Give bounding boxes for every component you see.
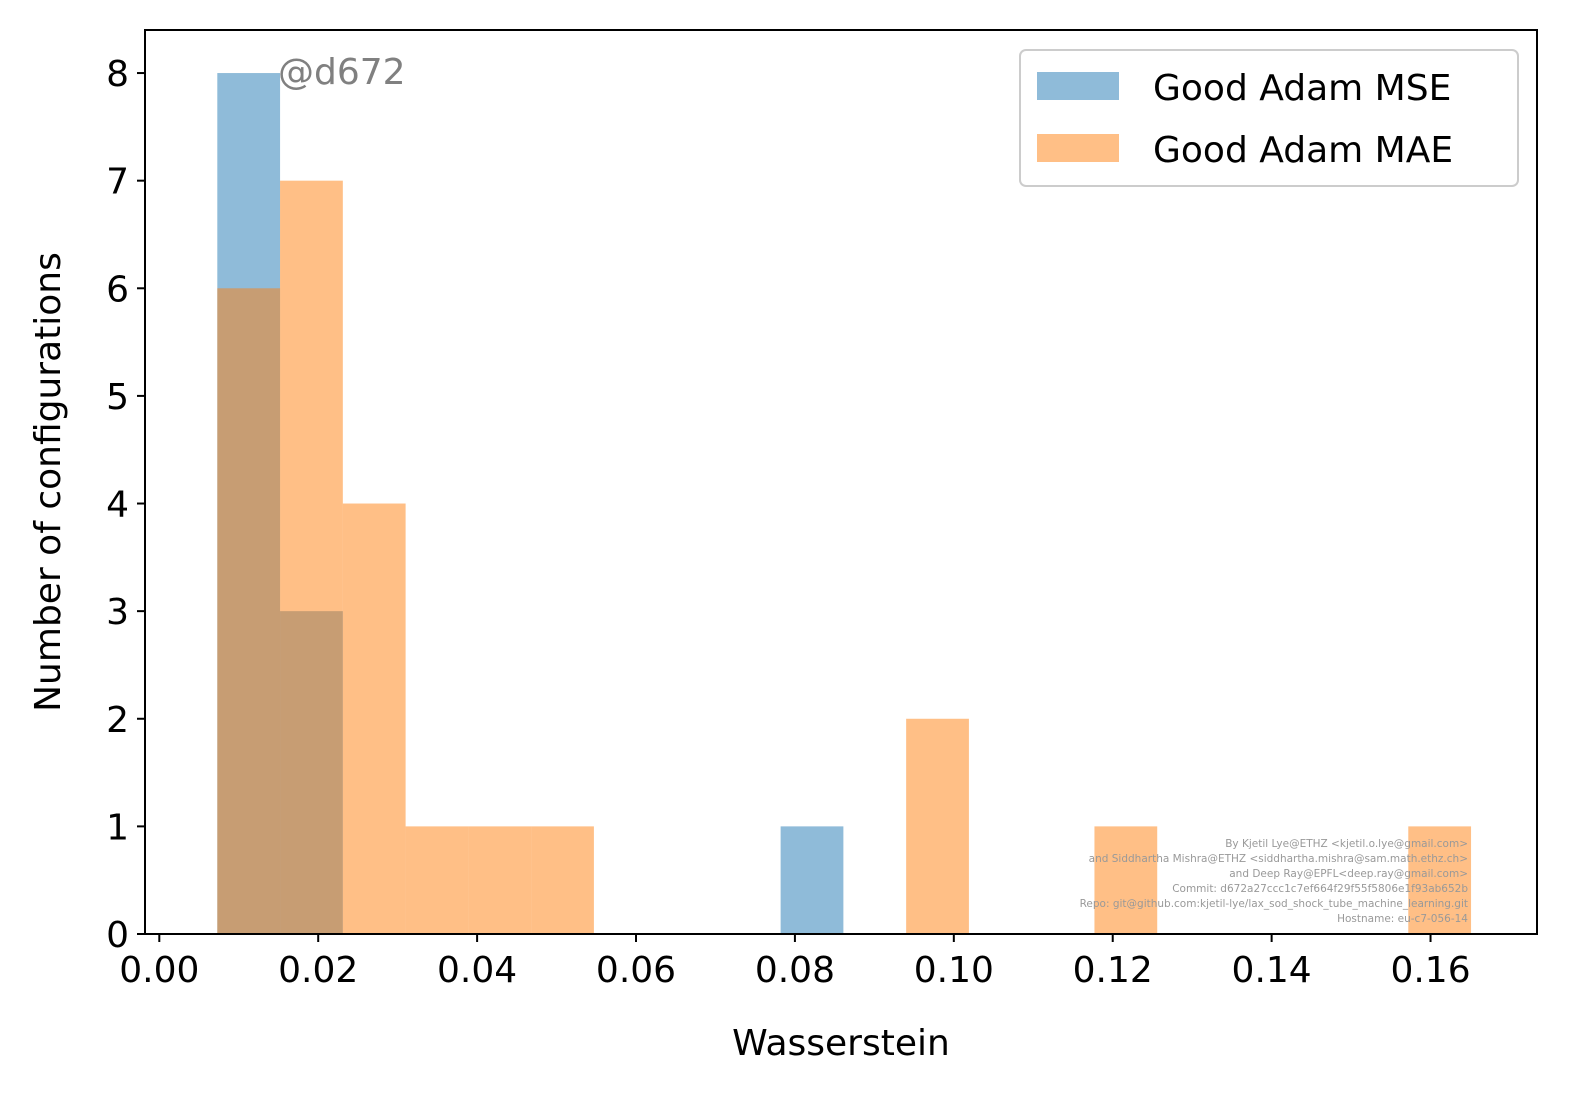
x-tick-label: 0.14 [1232, 950, 1312, 991]
credit-line: and Siddhartha Mishra@ETHZ <siddhartha.m… [1089, 853, 1468, 865]
bar-series-1-bin-2 [342, 503, 406, 934]
legend: Good Adam MSE Good Adam MAE [1019, 49, 1519, 187]
y-tick-label: 3 [106, 592, 129, 633]
y-axis-label: Number of configurations [28, 252, 69, 712]
y-tick-label: 7 [106, 162, 129, 203]
y-tick-label: 6 [106, 269, 129, 310]
y-tick-label: 2 [106, 700, 129, 741]
x-axis-label: Wasserstein [732, 1023, 950, 1064]
legend-label-mse: Good Adam MSE [1153, 68, 1451, 109]
y-tick-label: 4 [106, 485, 129, 526]
x-tick-label: 0.12 [1073, 950, 1153, 991]
y-tick-label: 5 [106, 377, 129, 418]
x-tick-label: 0.10 [914, 950, 994, 991]
legend-box [1019, 49, 1519, 187]
ticks-layer: 0.00 0.02 0.04 0.06 0.08 0.10 0.12 0.14 0.16 0 1 2 3… [106, 54, 1471, 991]
legend-swatch-mse [1037, 72, 1119, 100]
bar-series-1-bin-8 [1408, 826, 1472, 934]
bar-series-1-bin-6 [906, 718, 969, 934]
credits-block: By Kjetil Lye@ETHZ <kjetil.o.lye@gmail.c… [1080, 838, 1469, 925]
axes-frame [144, 29, 1538, 935]
legend-label-mae: Good Adam MAE [1153, 130, 1453, 171]
bar-series-1-bin-1 [280, 180, 343, 934]
bar-series-1-bin-0 [217, 288, 281, 934]
x-tick-label: 0.08 [755, 950, 835, 991]
bar-series-1-bin-3 [405, 826, 469, 934]
bars-layer [217, 73, 1472, 935]
x-tick-label: 0.00 [119, 950, 199, 991]
credit-line: By Kjetil Lye@ETHZ <kjetil.o.lye@gmail.c… [1225, 838, 1468, 850]
credit-line: and Deep Ray@EPFL<deep.ray@gmail.com> [1229, 868, 1468, 880]
x-tick-label: 0.02 [278, 950, 358, 991]
bar-series-1-bin-5 [531, 826, 594, 934]
bar-series-1-bin-4 [468, 826, 532, 934]
bar-series-0-bin-2 [780, 826, 844, 934]
y-tick-label: 8 [106, 54, 129, 95]
y-tick-label: 0 [106, 915, 129, 956]
x-tick-label: 0.16 [1390, 950, 1470, 991]
credit-line: Repo: git@github.com:kjetil-lye/lax_sod_… [1080, 898, 1468, 910]
y-tick-label: 1 [106, 807, 129, 848]
credit-line: Commit: d672a27ccc1c7ef664f29f55f5806e1f… [1172, 883, 1468, 895]
x-tick-label: 0.06 [596, 950, 676, 991]
bar-series-1-bin-7 [1094, 826, 1158, 934]
annotation-label: @d672 [278, 52, 406, 93]
legend-swatch-mae [1037, 134, 1119, 162]
x-tick-label: 0.04 [437, 950, 517, 991]
credit-line: Hostname: eu-c7-056-14 [1337, 913, 1468, 925]
